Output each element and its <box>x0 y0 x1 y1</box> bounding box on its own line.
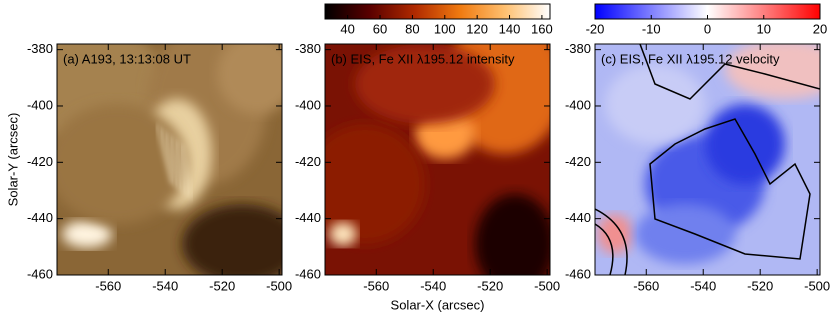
y-axis-title: Solar-Y (arcsec) <box>5 113 20 207</box>
y-tick-label: -440 <box>295 210 321 225</box>
image-feature <box>329 222 357 246</box>
axes-frame <box>56 43 283 276</box>
y-tick-label: -380 <box>295 41 321 56</box>
image-feature <box>725 44 820 99</box>
panel-title: (a) A193, 13:13:08 UT <box>63 51 191 66</box>
colorbar-tick-label: 60 <box>373 21 387 36</box>
colorbar <box>324 3 551 20</box>
x-tick-label: -560 <box>95 278 121 293</box>
y-tick-label: -440 <box>565 210 591 225</box>
contour <box>595 208 628 275</box>
colorbar-tick-label: 0 <box>704 21 711 36</box>
image-feature <box>475 194 550 275</box>
y-tick-label: -460 <box>295 266 321 281</box>
colorbar-tick-label: 140 <box>499 21 521 36</box>
image <box>595 44 820 275</box>
image-feature <box>597 214 633 254</box>
colorbar-tick-label: 120 <box>466 21 488 36</box>
y-tick-label: -400 <box>295 97 321 112</box>
image-feature <box>635 204 735 264</box>
panel: -560 -540 -520 -500 -460 -440 -420 -400 -380 (b) … <box>295 3 560 312</box>
axes-frame <box>594 43 821 276</box>
image-feature <box>182 204 282 275</box>
y-tick-label: -460 <box>27 266 53 281</box>
x-tick-label: -540 <box>420 278 446 293</box>
image-feature <box>217 44 282 114</box>
contour <box>649 118 811 260</box>
x-tick-label: -540 <box>690 278 716 293</box>
image-feature <box>705 104 785 184</box>
loop <box>171 135 185 194</box>
colorbar-tick-label: 20 <box>813 21 827 36</box>
y-tick-label: -400 <box>565 97 591 112</box>
y-tick-label: -420 <box>27 154 53 169</box>
x-tick-label: -560 <box>363 278 389 293</box>
colorbar-tick-label: -20 <box>586 21 605 36</box>
y-tick-label: -400 <box>27 97 53 112</box>
colorbar-tick-label: 80 <box>405 21 419 36</box>
x-tick-label: -520 <box>747 278 773 293</box>
image-feature <box>605 64 705 144</box>
axes-frame <box>324 43 551 276</box>
panel: -560 -540 -520 -500 -460 -440 -420 -400 -380 (c) … <box>565 3 830 293</box>
contour <box>639 44 820 100</box>
colorbar-tick-label: 160 <box>531 21 553 36</box>
y-tick-label: -380 <box>27 41 53 56</box>
x-axis-title: Solar-X (arcsec) <box>391 297 485 312</box>
colorbar-tick-label: 100 <box>434 21 456 36</box>
x-tick-label: -540 <box>152 278 178 293</box>
colorbar-tick-label: 10 <box>757 21 771 36</box>
loop <box>181 143 193 200</box>
colorbar-tick-label: 40 <box>340 21 354 36</box>
y-tick-label: -460 <box>565 266 591 281</box>
panel: -560 -540 -520 -500 -460 -440 -420 -400 -380 (a) … <box>5 41 292 293</box>
loop <box>161 127 177 188</box>
colorbar-tick-label: -10 <box>642 21 661 36</box>
image <box>325 44 550 275</box>
x-tick-label: -520 <box>477 278 503 293</box>
panel-title: (c) EIS, Fe XII λ195.12 velocity <box>601 51 780 66</box>
loop <box>176 139 189 197</box>
x-tick-label: -500 <box>804 278 830 293</box>
loop <box>166 131 181 191</box>
image-feature <box>62 220 112 248</box>
image-feature <box>57 104 187 224</box>
x-tick-label: -560 <box>633 278 659 293</box>
panel-title: (b) EIS, Fe XII λ195.12 intensity <box>331 51 515 66</box>
x-tick-label: -500 <box>266 278 292 293</box>
y-tick-label: -380 <box>565 41 591 56</box>
image-feature <box>355 44 495 124</box>
contour <box>595 223 614 275</box>
y-tick-label: -420 <box>565 154 591 169</box>
x-tick-label: -500 <box>534 278 560 293</box>
y-tick-label: -440 <box>27 210 53 225</box>
image <box>57 44 282 275</box>
y-tick-label: -420 <box>295 154 321 169</box>
x-tick-label: -520 <box>209 278 235 293</box>
image-feature <box>325 124 425 244</box>
loop <box>156 123 173 185</box>
